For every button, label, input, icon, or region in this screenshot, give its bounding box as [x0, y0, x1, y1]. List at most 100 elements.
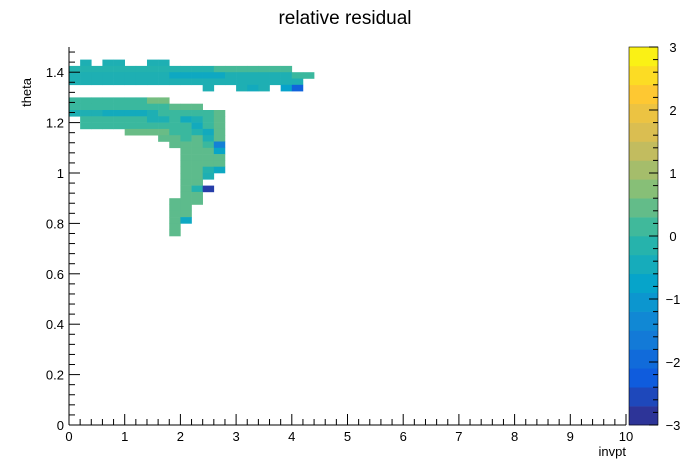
heatmap-cell: [202, 65, 215, 73]
y-tick-label: 0.2: [46, 368, 64, 383]
y-axis-label: theta: [19, 77, 34, 107]
heatmap-cell: [169, 122, 181, 130]
z-tick-label: −1: [666, 292, 681, 307]
heatmap-cell: [202, 128, 215, 136]
heatmap-cell: [91, 116, 103, 123]
heatmap-cell: [124, 97, 137, 104]
heatmap-cell: [191, 103, 203, 111]
palette-band: [629, 387, 658, 407]
heatmap-cell: [202, 154, 215, 161]
x-tick-label: 3: [232, 429, 239, 444]
heatmap-cell: [180, 166, 192, 174]
heatmap-cell: [213, 141, 226, 149]
heatmap-cell: [69, 65, 81, 73]
heatmap-cell: [91, 78, 103, 86]
heatmap-cell: [102, 72, 114, 79]
heatmap-cell: [280, 72, 293, 79]
heatmap-cell: [146, 128, 159, 136]
heatmap-cell: [169, 116, 181, 123]
heatmap-cell: [202, 84, 215, 92]
heatmap-cell: [213, 160, 226, 167]
heatmap-cell: [191, 65, 203, 73]
heatmap-cell: [180, 65, 192, 73]
heatmap-cell: [113, 110, 125, 117]
heatmap-cell: [124, 103, 137, 111]
heatmap-cell: [202, 110, 215, 117]
heatmap-cell: [269, 78, 281, 86]
palette-band: [629, 122, 658, 142]
heatmap-cell: [202, 122, 215, 130]
heatmap-cell: [258, 72, 270, 79]
heatmap-cell: [124, 110, 137, 117]
palette-band: [629, 236, 658, 256]
heatmap-cell: [102, 122, 114, 130]
heatmap-cell: [169, 141, 181, 149]
palette-band: [629, 198, 658, 218]
y-tick-label: 0: [57, 418, 64, 433]
heatmap-cell: [158, 103, 170, 111]
heatmap-cell: [258, 78, 270, 86]
heatmap-cell: [91, 72, 103, 79]
heatmap-cell: [213, 166, 226, 174]
palette-band: [629, 65, 658, 86]
heatmap-cell: [191, 147, 203, 155]
heatmap-cell: [191, 72, 203, 79]
heatmap-cell: [146, 65, 159, 73]
y-tick-label: 1.4: [46, 65, 64, 80]
heatmap-cell: [113, 122, 125, 130]
heatmap-cell: [135, 128, 148, 136]
heatmap-cell: [102, 110, 114, 117]
heatmap-cell: [158, 128, 170, 136]
heatmap-cell: [202, 166, 215, 174]
heatmap-cell: [102, 78, 114, 86]
x-tick-label: 6: [400, 429, 407, 444]
heatmap-cell: [80, 72, 92, 79]
palette-band: [629, 368, 658, 388]
heatmap-cell: [180, 160, 192, 167]
heatmap-cell: [158, 59, 170, 67]
z-tick-label: 2: [669, 103, 676, 118]
heatmap-cell: [180, 72, 192, 79]
heatmap-cell: [158, 97, 170, 104]
y-tick-label: 0.8: [46, 216, 64, 231]
heatmap-cell: [180, 154, 192, 161]
z-tick-label: 0: [669, 229, 676, 244]
palette-band: [629, 179, 658, 199]
heatmap-cell: [169, 223, 181, 230]
x-tick-label: 5: [344, 429, 351, 444]
heatmap-cell: [80, 110, 92, 117]
heatmap-cell: [169, 198, 181, 205]
heatmap-cell: [236, 78, 248, 86]
heatmap-cell: [191, 78, 203, 86]
heatmap-cell: [135, 122, 148, 130]
heatmap-cell: [180, 141, 192, 149]
heatmap-cell: [213, 135, 226, 142]
heatmap-cell: [91, 97, 103, 104]
heatmap-cell: [146, 59, 159, 67]
heatmap-cell: [269, 65, 281, 73]
heatmap-cell: [102, 65, 114, 73]
heatmap-cell: [202, 185, 215, 193]
heatmap-cell: [146, 72, 159, 79]
heatmap-cell: [191, 135, 203, 142]
heatmap-cell: [180, 103, 192, 111]
heatmap-cell: [180, 217, 192, 224]
heatmap-cell: [80, 103, 92, 111]
z-tick-label: −3: [666, 418, 681, 433]
heatmap-cell: [213, 128, 226, 136]
heatmap-cell: [69, 110, 81, 117]
heatmap-cell: [146, 110, 159, 117]
heatmap-cell: [280, 78, 293, 86]
heatmap-cell: [213, 147, 226, 155]
heatmap-cell: [124, 72, 137, 79]
heatmap-cell: [91, 65, 103, 73]
heatmap-cell: [291, 72, 304, 79]
heatmap-cell: [191, 154, 203, 161]
heatmap-cell: [80, 78, 92, 86]
heatmap-cell: [191, 122, 203, 130]
heatmap-cell: [169, 217, 181, 224]
heatmap-cell: [124, 128, 137, 136]
y-tick-label: 0.4: [46, 317, 64, 332]
heatmap-cell: [124, 65, 137, 73]
